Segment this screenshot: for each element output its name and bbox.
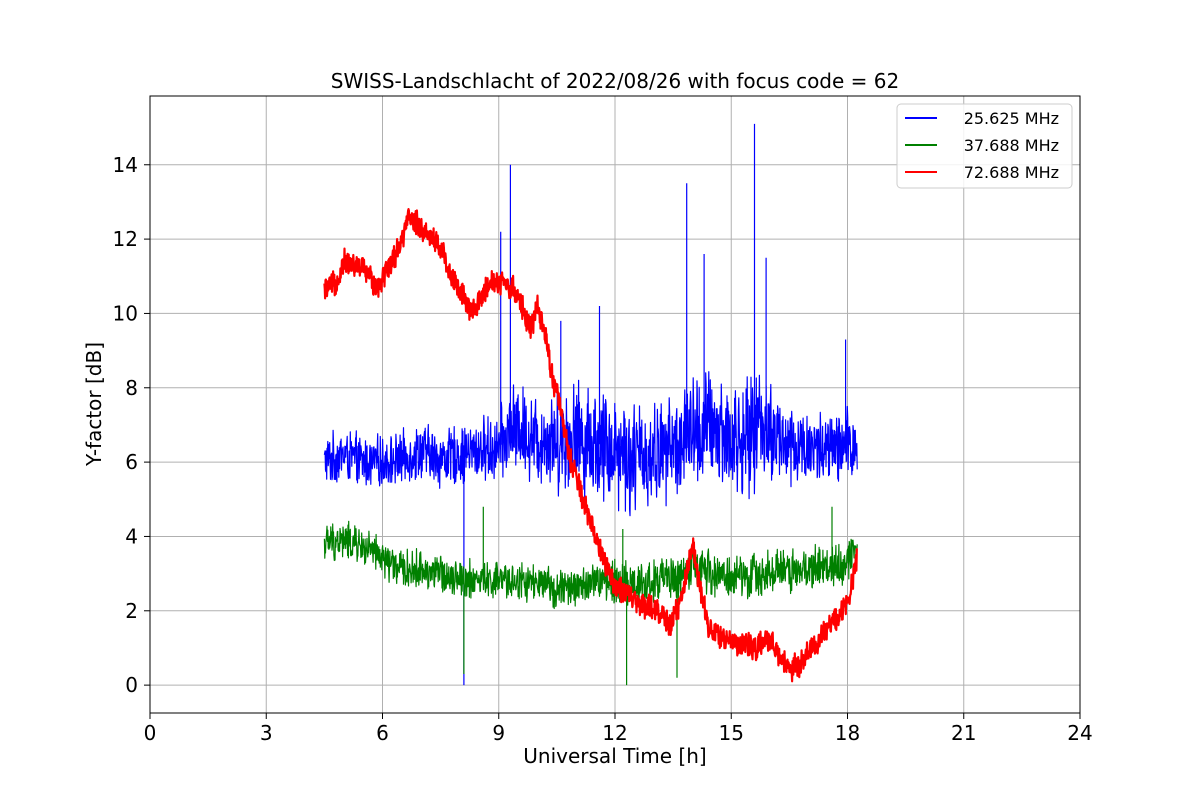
- y-tick-label: 10: [113, 301, 138, 325]
- x-tick-label: 9: [492, 721, 505, 745]
- y-tick-label: 12: [113, 227, 138, 251]
- y-tick-label: 4: [125, 524, 138, 548]
- legend-label: 72.688 MHz: [964, 163, 1059, 182]
- y-axis-label: Y-factor [dB]: [82, 342, 106, 467]
- x-tick-label: 3: [260, 721, 273, 745]
- chart-title: SWISS-Landschlacht of 2022/08/26 with fo…: [331, 69, 899, 93]
- y-tick-label: 0: [125, 673, 138, 697]
- series-line-1: [323, 506, 858, 686]
- series-line-2: [323, 208, 859, 683]
- x-tick-label: 24: [1067, 721, 1092, 745]
- y-tick-label: 14: [113, 153, 138, 177]
- legend-label: 25.625 MHz: [964, 109, 1059, 128]
- series-line-0: [323, 123, 858, 686]
- x-tick-label: 6: [376, 721, 389, 745]
- x-tick-label: 15: [719, 721, 744, 745]
- plot-area: [323, 123, 859, 686]
- x-tick-label: 12: [602, 721, 627, 745]
- y-tick-label: 6: [125, 450, 138, 474]
- legend-box: [896, 103, 1073, 189]
- legend: 25.625 MHz 37.688 MHz 72.688 MHz: [896, 103, 1073, 189]
- y-tick-label: 8: [125, 376, 138, 400]
- x-axis-label: Universal Time [h]: [523, 744, 706, 768]
- legend-label: 37.688 MHz: [964, 136, 1059, 155]
- x-tick-label: 0: [144, 721, 157, 745]
- x-tick-label: 18: [835, 721, 860, 745]
- y-tick-label: 2: [125, 599, 138, 623]
- x-tick-label: 21: [951, 721, 976, 745]
